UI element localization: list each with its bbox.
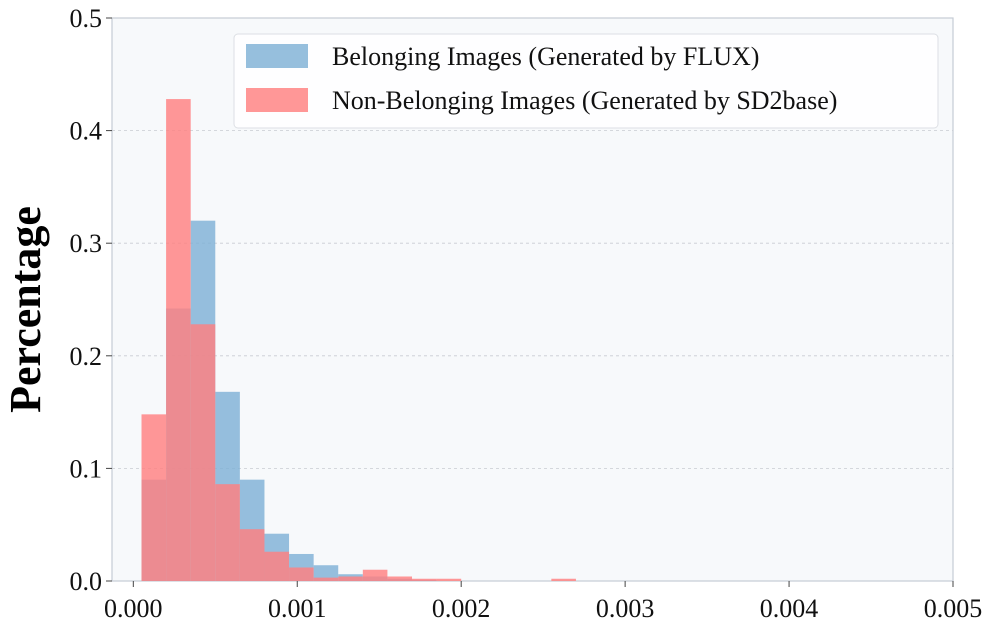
y-tick-label: 0.4 (70, 117, 103, 146)
bar-non-belonging (190, 324, 216, 581)
legend-swatch-belonging (246, 44, 308, 68)
x-tick-label: 0.002 (432, 594, 491, 623)
legend-swatch-non-belonging (246, 88, 308, 112)
y-tick-label: 0.2 (70, 342, 103, 371)
y-tick-label: 0.0 (70, 567, 103, 596)
bar-non-belonging (412, 578, 437, 581)
bar-non-belonging (289, 567, 314, 581)
legend-label-non-belonging: Non-Belonging Images (Generated by SD2ba… (332, 86, 837, 115)
histogram-bars (141, 99, 576, 582)
legend: Belonging Images (Generated by FLUX) Non… (233, 33, 939, 129)
bar-non-belonging (387, 576, 413, 581)
y-tick-label: 0.5 (70, 4, 103, 33)
x-tick-label: 0.003 (596, 594, 655, 623)
y-axis-title: Percentage (1, 206, 50, 413)
bar-non-belonging (264, 551, 290, 581)
legend-label-belonging: Belonging Images (Generated by FLUX) (332, 42, 759, 71)
bar-non-belonging (313, 577, 339, 581)
x-tick-label: 0.001 (268, 594, 327, 623)
x-tick-label: 0.000 (104, 594, 163, 623)
y-tick-label: 0.3 (70, 229, 103, 258)
axes: 0.000 0.001 0.002 0.003 0.004 0.005 0.0 0.1 0.2 0… (70, 4, 983, 623)
bar-non-belonging (166, 99, 191, 582)
bar-non-belonging (215, 484, 240, 581)
bar-belonging (313, 565, 339, 581)
bar-non-belonging (551, 578, 576, 581)
y-tick-label: 0.1 (70, 454, 103, 483)
x-tick-label: 0.005 (924, 594, 983, 623)
bar-non-belonging (141, 414, 167, 581)
legend-box (233, 33, 939, 129)
bar-non-belonging (239, 529, 265, 581)
bar-non-belonging (338, 576, 363, 581)
grid-lines (112, 17, 953, 469)
bar-non-belonging (436, 578, 462, 581)
bar-non-belonging (362, 569, 388, 581)
x-tick-label: 0.004 (760, 594, 819, 623)
